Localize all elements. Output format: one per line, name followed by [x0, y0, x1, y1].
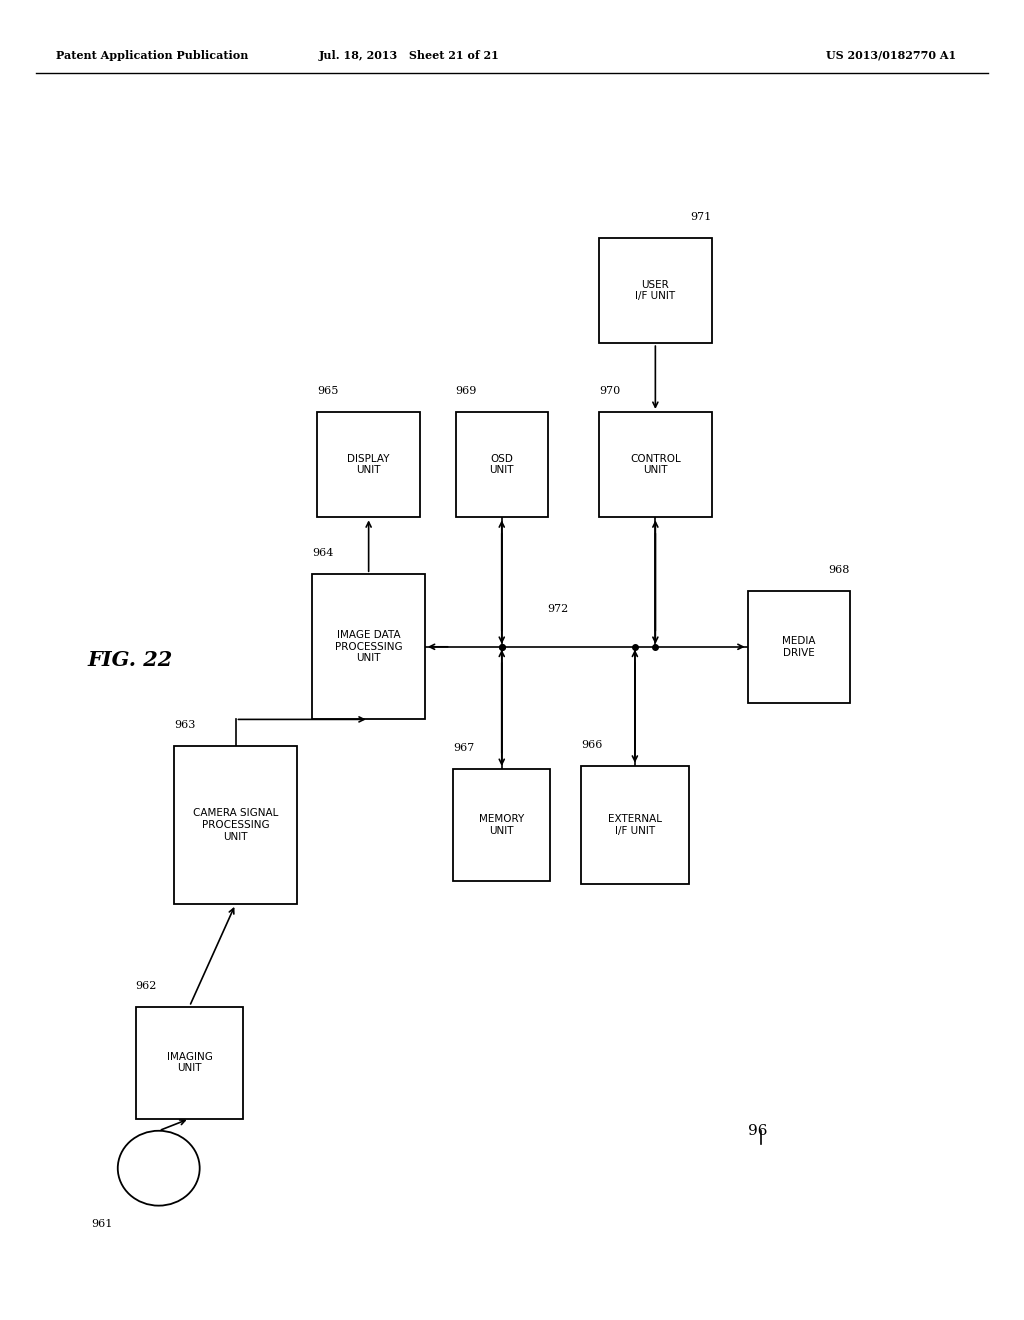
Text: 969: 969	[456, 385, 477, 396]
Bar	[317, 412, 420, 517]
Text: IMAGE DATA
PROCESSING
UNIT: IMAGE DATA PROCESSING UNIT	[335, 630, 402, 664]
Bar	[599, 238, 712, 343]
Text: 966: 966	[582, 739, 602, 750]
Bar	[456, 412, 548, 517]
Text: FIG. 22: FIG. 22	[87, 649, 172, 671]
Bar	[582, 766, 688, 884]
Text: 968: 968	[828, 565, 850, 576]
Text: MEMORY
UNIT: MEMORY UNIT	[479, 814, 524, 836]
Text: OSD
UNIT: OSD UNIT	[489, 454, 514, 475]
Bar	[453, 768, 551, 882]
Text: CONTROL
UNIT: CONTROL UNIT	[630, 454, 681, 475]
Bar	[599, 412, 712, 517]
Text: USER
I/F UNIT: USER I/F UNIT	[635, 280, 676, 301]
Text: 971: 971	[690, 211, 712, 222]
Text: MEDIA
DRIVE: MEDIA DRIVE	[782, 636, 815, 657]
Text: CAMERA SIGNAL
PROCESSING
UNIT: CAMERA SIGNAL PROCESSING UNIT	[193, 808, 279, 842]
Text: 962: 962	[135, 981, 157, 990]
Bar	[174, 746, 297, 904]
Text: 964: 964	[312, 548, 334, 558]
Text: DISPLAY
UNIT: DISPLAY UNIT	[347, 454, 390, 475]
Text: 965: 965	[317, 385, 339, 396]
Text: US 2013/0182770 A1: US 2013/0182770 A1	[825, 50, 956, 61]
Text: 961: 961	[91, 1218, 113, 1229]
Text: Patent Application Publication: Patent Application Publication	[56, 50, 249, 61]
Text: 963: 963	[174, 719, 196, 730]
Bar	[748, 591, 850, 702]
Text: 967: 967	[453, 743, 474, 752]
Text: EXTERNAL
I/F UNIT: EXTERNAL I/F UNIT	[608, 814, 662, 836]
Text: 972: 972	[548, 603, 568, 614]
Text: 96: 96	[748, 1123, 767, 1138]
Text: 970: 970	[599, 385, 621, 396]
Bar	[135, 1006, 244, 1119]
Text: Jul. 18, 2013   Sheet 21 of 21: Jul. 18, 2013 Sheet 21 of 21	[319, 50, 500, 61]
Ellipse shape	[118, 1131, 200, 1205]
Text: IMAGING
UNIT: IMAGING UNIT	[167, 1052, 212, 1073]
Bar	[312, 574, 425, 719]
